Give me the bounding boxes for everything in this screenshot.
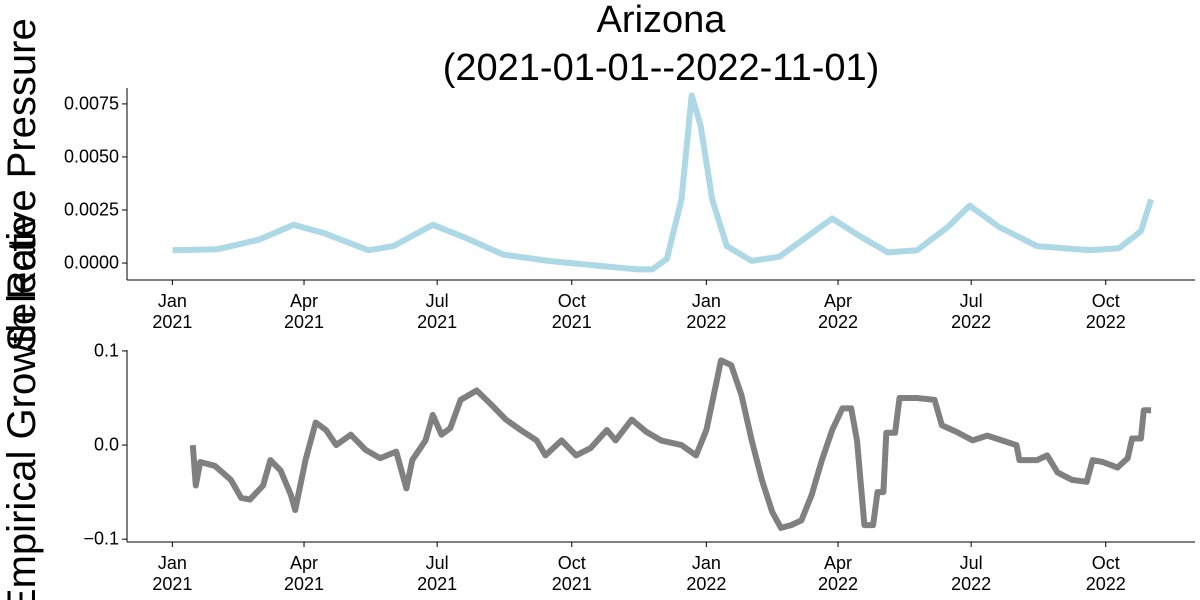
- x-tick-label: Jan 2021: [152, 553, 193, 594]
- x-tick-label: Oct 2021: [551, 553, 592, 594]
- x-tick-label: Jul 2021: [417, 553, 458, 594]
- y-tick-label: −0.1: [83, 528, 119, 549]
- x-tick-label: Apr 2022: [817, 291, 859, 332]
- x-tick-label: Oct 2021: [551, 291, 592, 332]
- y-tick-label: 0.1: [93, 340, 119, 361]
- x-tick-label: Apr 2021: [283, 291, 325, 332]
- x-tick-label: Jan 2022: [686, 553, 727, 594]
- chart-subtitle: (2021-01-01--2022-11-01): [442, 47, 880, 89]
- y-tick-label: 0.0: [93, 434, 119, 455]
- x-tick-label: Jul 2022: [951, 291, 992, 332]
- x-tick-label: Apr 2021: [283, 553, 325, 594]
- x-tick-label: Oct 2022: [1085, 553, 1126, 594]
- x-tick-label: Apr 2022: [817, 553, 859, 594]
- x-tick-label: Jan 2022: [686, 291, 727, 332]
- y-tick-label: 0.0000: [63, 252, 119, 273]
- chart-title: Arizona: [596, 0, 726, 41]
- x-tick-label: Oct 2022: [1085, 291, 1126, 332]
- x-tick-label: Jul 2022: [951, 553, 992, 594]
- y-tick-label: 0.0025: [63, 199, 119, 220]
- y-axis-label: Empirical Growth Rate: [0, 214, 44, 600]
- data-line: [172, 92, 1154, 273]
- y-tick-label: 0.0050: [63, 146, 119, 167]
- x-tick-label: Jan 2021: [152, 291, 193, 332]
- data-line: [189, 357, 1152, 531]
- y-tick-label: 0.0075: [63, 93, 119, 114]
- x-tick-label: Jul 2021: [417, 291, 458, 332]
